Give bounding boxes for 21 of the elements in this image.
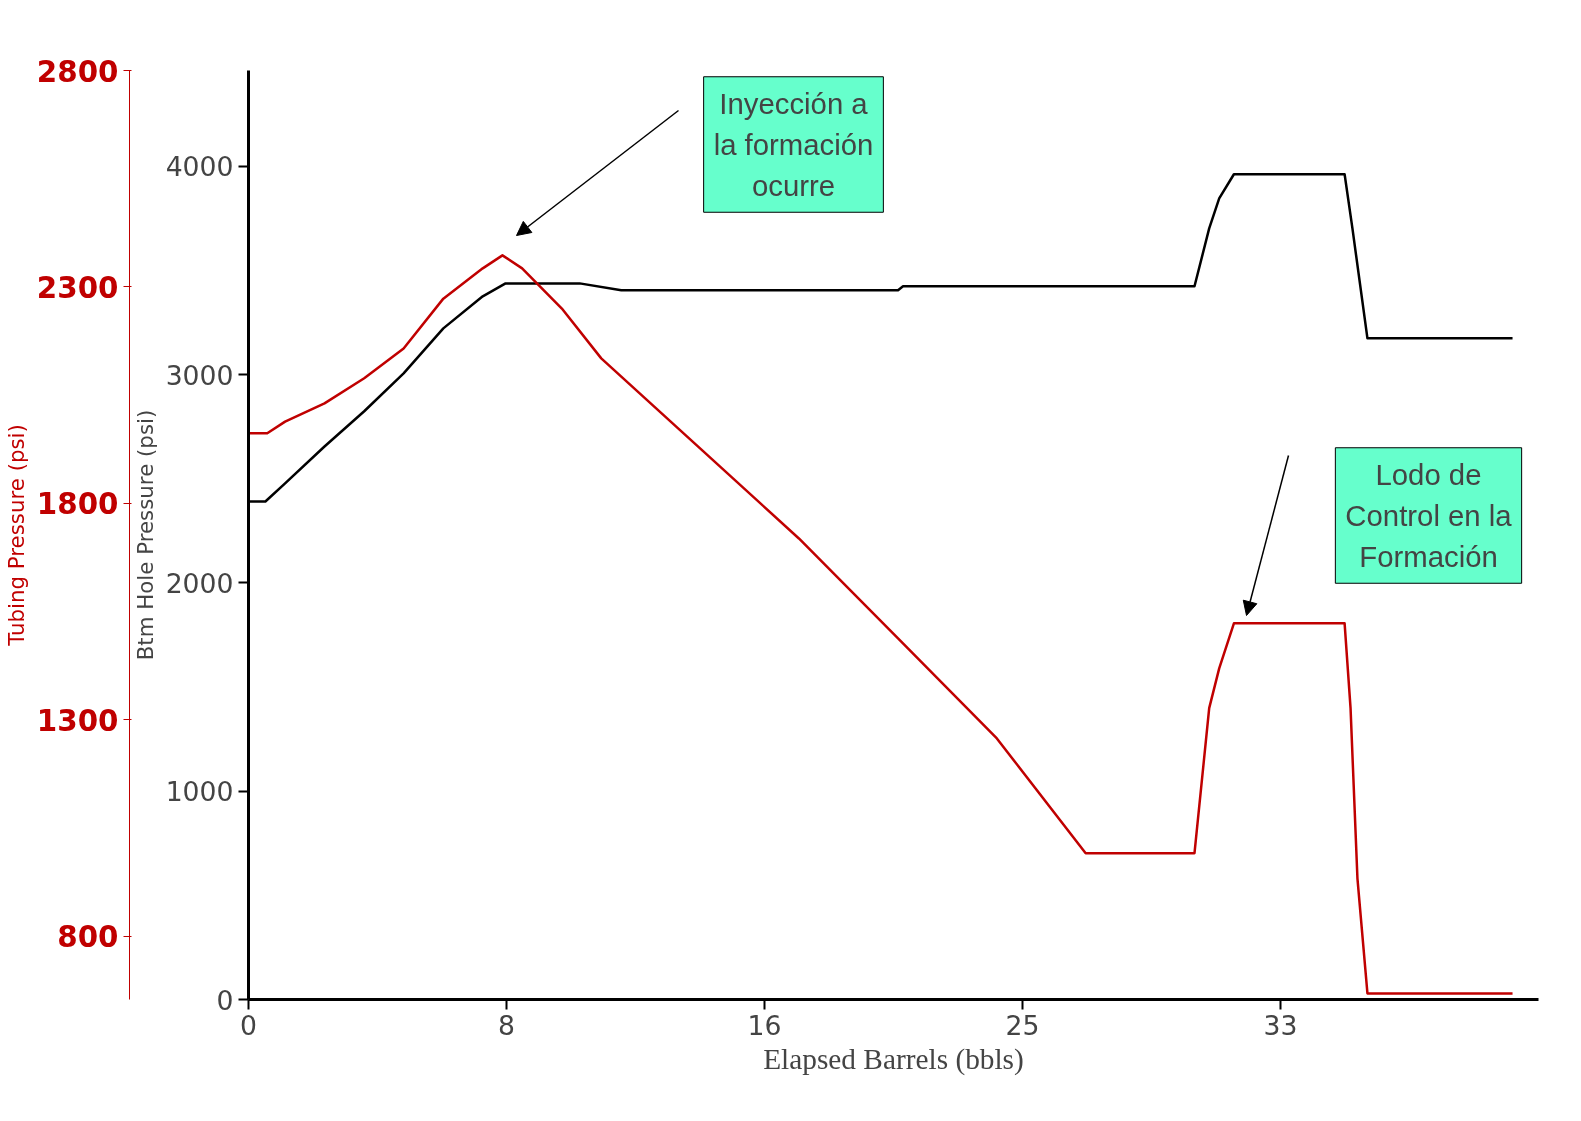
x-tick-label: 0 [240,1009,257,1041]
annotation: Lodo de Control en la Formación [1345,457,1513,574]
y-tick-label: 3000 [165,359,234,391]
x-axis-title: Elapsed Barrels (bbls) [763,1042,1024,1076]
y-tick-label: 0 [216,984,234,1016]
y2-tick-label: 800 [57,920,119,955]
y2-axis-title: Tubing Pressure (psi) [3,424,29,647]
x-tick-label: 8 [498,1009,515,1041]
y2-tick-label: 2800 [36,54,119,89]
y2-tick-label: 1800 [36,487,119,522]
annotation: Inyección a la formación ocurre [713,86,874,203]
y2-tick-label: 1300 [36,703,119,738]
y-tick-label: 4000 [165,151,234,183]
x-tick-label: 33 [1263,1009,1298,1041]
x-tick-label: 16 [747,1009,782,1041]
y-tick-label: 1000 [165,776,234,808]
line-series [248,254,1514,995]
x-tick-label: 25 [1005,1009,1040,1041]
y-tick-label: 2000 [165,567,234,599]
y2-tick-label: 2300 [36,270,119,305]
y-axis-title: Btm Hole Pressure (psi) [132,409,158,661]
